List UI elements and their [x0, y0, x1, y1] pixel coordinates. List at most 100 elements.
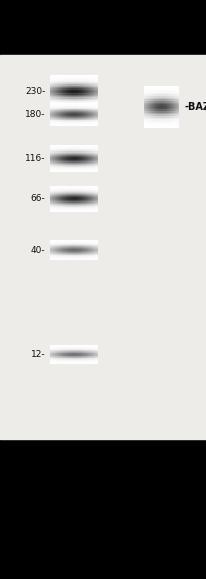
Bar: [59, 98, 60, 100]
Bar: [94, 113, 95, 114]
Bar: [97, 354, 98, 355]
Bar: [151, 96, 152, 98]
Bar: [97, 251, 98, 252]
Bar: [50, 102, 51, 104]
Bar: [55, 254, 56, 255]
Bar: [71, 243, 72, 244]
Bar: [170, 106, 171, 108]
Bar: [60, 76, 61, 78]
Bar: [79, 350, 80, 351]
Bar: [69, 258, 70, 259]
Bar: [57, 196, 58, 197]
Bar: [95, 120, 96, 122]
Bar: [88, 348, 89, 349]
Bar: [95, 111, 96, 112]
Bar: [64, 106, 65, 107]
Bar: [78, 188, 79, 189]
Bar: [79, 113, 80, 114]
Bar: [86, 197, 87, 199]
Bar: [79, 211, 80, 212]
Bar: [152, 101, 153, 102]
Bar: [92, 108, 93, 109]
Bar: [53, 91, 54, 92]
Bar: [51, 76, 52, 78]
Bar: [74, 258, 75, 259]
Bar: [76, 90, 77, 91]
Bar: [64, 254, 65, 255]
Bar: [92, 156, 93, 157]
Bar: [57, 354, 58, 355]
Bar: [85, 200, 86, 201]
Bar: [61, 76, 62, 78]
Bar: [80, 93, 81, 95]
Bar: [82, 206, 83, 207]
Bar: [54, 350, 55, 351]
Bar: [75, 351, 76, 352]
Bar: [58, 199, 59, 200]
Bar: [62, 106, 63, 107]
Bar: [93, 76, 94, 78]
Bar: [89, 100, 90, 101]
Bar: [83, 151, 84, 152]
Bar: [83, 199, 84, 200]
Bar: [66, 188, 67, 189]
Bar: [92, 112, 93, 113]
Bar: [86, 210, 87, 211]
Bar: [81, 165, 82, 166]
Bar: [157, 124, 158, 126]
Bar: [88, 158, 89, 159]
Bar: [94, 211, 95, 212]
Bar: [84, 251, 85, 252]
Bar: [69, 101, 70, 102]
Bar: [80, 100, 81, 101]
Bar: [50, 114, 51, 115]
Bar: [76, 207, 77, 208]
Bar: [75, 200, 76, 201]
Bar: [53, 250, 54, 251]
Bar: [72, 93, 73, 95]
Bar: [94, 101, 95, 102]
Bar: [175, 86, 176, 88]
Bar: [61, 115, 62, 116]
Bar: [60, 193, 61, 195]
Bar: [70, 250, 71, 251]
Bar: [66, 247, 67, 248]
Bar: [80, 117, 81, 118]
Bar: [89, 153, 90, 155]
Bar: [75, 201, 76, 203]
Bar: [88, 170, 89, 171]
Bar: [72, 116, 73, 117]
Bar: [152, 93, 153, 94]
Bar: [50, 346, 51, 347]
Bar: [70, 195, 71, 196]
Bar: [61, 149, 62, 151]
Bar: [66, 125, 67, 126]
Bar: [92, 248, 93, 249]
Bar: [78, 78, 79, 79]
Bar: [78, 163, 79, 164]
Bar: [88, 197, 89, 199]
Bar: [65, 256, 66, 257]
Bar: [62, 193, 63, 195]
Bar: [62, 249, 63, 250]
Bar: [56, 92, 57, 93]
Bar: [64, 97, 65, 98]
Bar: [53, 352, 54, 353]
Bar: [61, 257, 62, 258]
Bar: [59, 106, 60, 107]
Bar: [73, 104, 74, 105]
Bar: [62, 108, 63, 109]
Bar: [85, 206, 86, 207]
Bar: [79, 186, 80, 187]
Bar: [84, 87, 85, 88]
Bar: [163, 104, 164, 106]
Bar: [77, 124, 78, 125]
Bar: [76, 200, 77, 201]
Bar: [63, 210, 64, 211]
Bar: [83, 124, 84, 125]
Bar: [62, 125, 63, 126]
Bar: [77, 361, 78, 362]
Bar: [81, 112, 82, 113]
Bar: [95, 241, 96, 242]
Bar: [70, 192, 71, 193]
